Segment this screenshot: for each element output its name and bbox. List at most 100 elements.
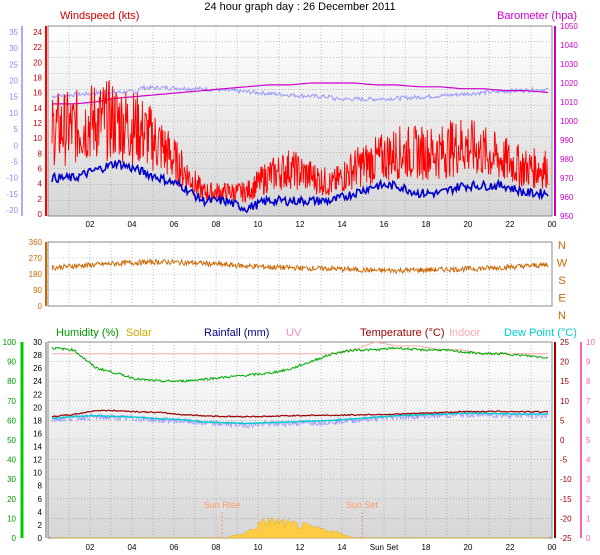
sun-rise-label: Sun Rise <box>204 500 241 510</box>
humidity-tick-label: 20 <box>7 495 16 504</box>
solar-label: Solar <box>126 327 152 339</box>
temp-right-tick-label: -10 <box>560 475 572 484</box>
temp-right-tick-label: 25 <box>560 338 569 347</box>
temp-left-tick-label: 24 <box>33 377 42 386</box>
temperature-line <box>51 409 549 418</box>
wind-tick-label: 2 <box>38 195 43 204</box>
temp-left-tick-label: 2 <box>38 521 43 530</box>
windspeed-label: Windspeed (kts) <box>60 10 139 22</box>
humidity-tick-label: 70 <box>7 397 16 406</box>
wind-tick-label: 12 <box>33 119 42 128</box>
x-tick-label: 12 <box>296 220 305 229</box>
uv-tick-label: 1 <box>586 514 591 523</box>
x-tick-label: 14 <box>338 220 347 229</box>
wind-tick-label: 18 <box>33 74 42 83</box>
x-tick-label: 08 <box>212 220 221 229</box>
baro-tick-label: 990 <box>560 136 574 145</box>
baro-tick-label: 1040 <box>560 41 578 50</box>
temp-left-tick-label: 16 <box>33 429 42 438</box>
x-tick-label: 06 <box>170 543 179 552</box>
humidity-tick-label: 100 <box>3 338 17 347</box>
compass-label: N <box>558 240 566 252</box>
graph-title: 24 hour graph day : 26 December 2011 <box>204 1 395 13</box>
x-tick-label: 22 <box>506 220 515 229</box>
humidity-tick-label: 10 <box>7 514 16 523</box>
compass-label: S <box>558 275 565 287</box>
x-tick-label: 10 <box>254 220 263 229</box>
temp-left-tick-label: 8 <box>38 482 43 491</box>
wind-tick-label: 6 <box>38 165 43 174</box>
uv-label: UV <box>286 327 302 339</box>
x-tick-label: 10 <box>254 543 263 552</box>
x-tick-label: 20 <box>464 220 473 229</box>
temp-right-tick-label: -15 <box>560 495 572 504</box>
temperature-label: Temperature (°C) <box>360 327 444 339</box>
uv-tick-label: 7 <box>586 397 591 406</box>
baro-tick-label: 1030 <box>560 60 578 69</box>
x-tick-label: 12 <box>296 543 305 552</box>
temp-left-tick-label: 12 <box>33 456 42 465</box>
baro-tick-label: 980 <box>560 155 574 164</box>
humidity-tick-label: 40 <box>7 456 16 465</box>
temp-right-tick-label: 5 <box>560 416 565 425</box>
indoor-line <box>52 341 548 355</box>
baro-tick-label: 1020 <box>560 79 578 88</box>
temp-left-tick-label: 4 <box>38 508 43 517</box>
panel-wind-baro: 24222018161412108642035302520151050-5-10… <box>6 10 578 229</box>
temp-left-tick-label: 28 <box>33 351 42 360</box>
temp-line <box>51 84 549 103</box>
x-tick-label: 08 <box>212 543 221 552</box>
temp-left-tick-label: 0 <box>38 534 43 543</box>
temp-tick-label: 10 <box>9 109 18 118</box>
dewpoint-line <box>51 412 548 425</box>
wind-direction-line <box>51 258 549 274</box>
windspeed-line <box>51 79 549 203</box>
humidity-tick-label: 80 <box>7 377 16 386</box>
uv-tick-label: 4 <box>586 456 591 465</box>
wind-tick-label: 8 <box>38 149 43 158</box>
uv-tick-label: 5 <box>586 436 591 445</box>
panel3-grid <box>48 342 553 538</box>
barometer-line <box>52 82 549 105</box>
wind-average-line <box>51 159 549 214</box>
x-tick-label: 00 <box>548 220 557 229</box>
x-tick-label: 04 <box>128 220 137 229</box>
x-tick-label: 02 <box>86 220 95 229</box>
temp-tick-label: 20 <box>9 77 18 86</box>
x-tick-label: 00 <box>548 543 557 552</box>
direction-tick-label: 180 <box>29 270 43 279</box>
x-tick-label: 16 <box>380 220 389 229</box>
temp-left-tick-label: 30 <box>33 338 42 347</box>
wind-tick-label: 20 <box>33 58 42 67</box>
temp-left-tick-label: 26 <box>33 364 42 373</box>
panel1-series <box>51 79 549 214</box>
uv-tick-label: 0 <box>586 534 591 543</box>
wind-tick-label: 4 <box>38 180 43 189</box>
temp-tick-label: 25 <box>9 60 18 69</box>
baro-tick-label: 960 <box>560 193 574 202</box>
panel2-grid <box>48 242 553 306</box>
temp-tick-label: 5 <box>14 125 19 134</box>
x-tick-label: 06 <box>170 220 179 229</box>
uv-tick-label: 6 <box>586 416 591 425</box>
baro-tick-label: 970 <box>560 174 574 183</box>
temp-tick-label: -15 <box>6 190 18 199</box>
panel-temp-humidity: 1009080706050403020100302826242220181614… <box>3 327 596 552</box>
temp-tick-label: 35 <box>9 28 18 37</box>
temp-left-tick-label: 20 <box>33 403 42 412</box>
uv-tick-label: 8 <box>586 377 591 386</box>
x-tick-label: 20 <box>464 543 473 552</box>
wind-tick-label: 16 <box>33 89 42 98</box>
uv-tick-label: 3 <box>586 475 591 484</box>
temp-tick-label: -5 <box>11 157 19 166</box>
indoor-label: Indoor <box>449 327 481 339</box>
baro-tick-label: 950 <box>560 212 574 221</box>
direction-tick-label: 270 <box>29 254 43 263</box>
temp-right-tick-label: -20 <box>560 514 572 523</box>
humidity-tick-label: 50 <box>7 436 16 445</box>
x-tick-label: 02 <box>86 543 95 552</box>
humidity-tick-label: 0 <box>12 534 17 543</box>
temp-tick-label: 30 <box>9 44 18 53</box>
